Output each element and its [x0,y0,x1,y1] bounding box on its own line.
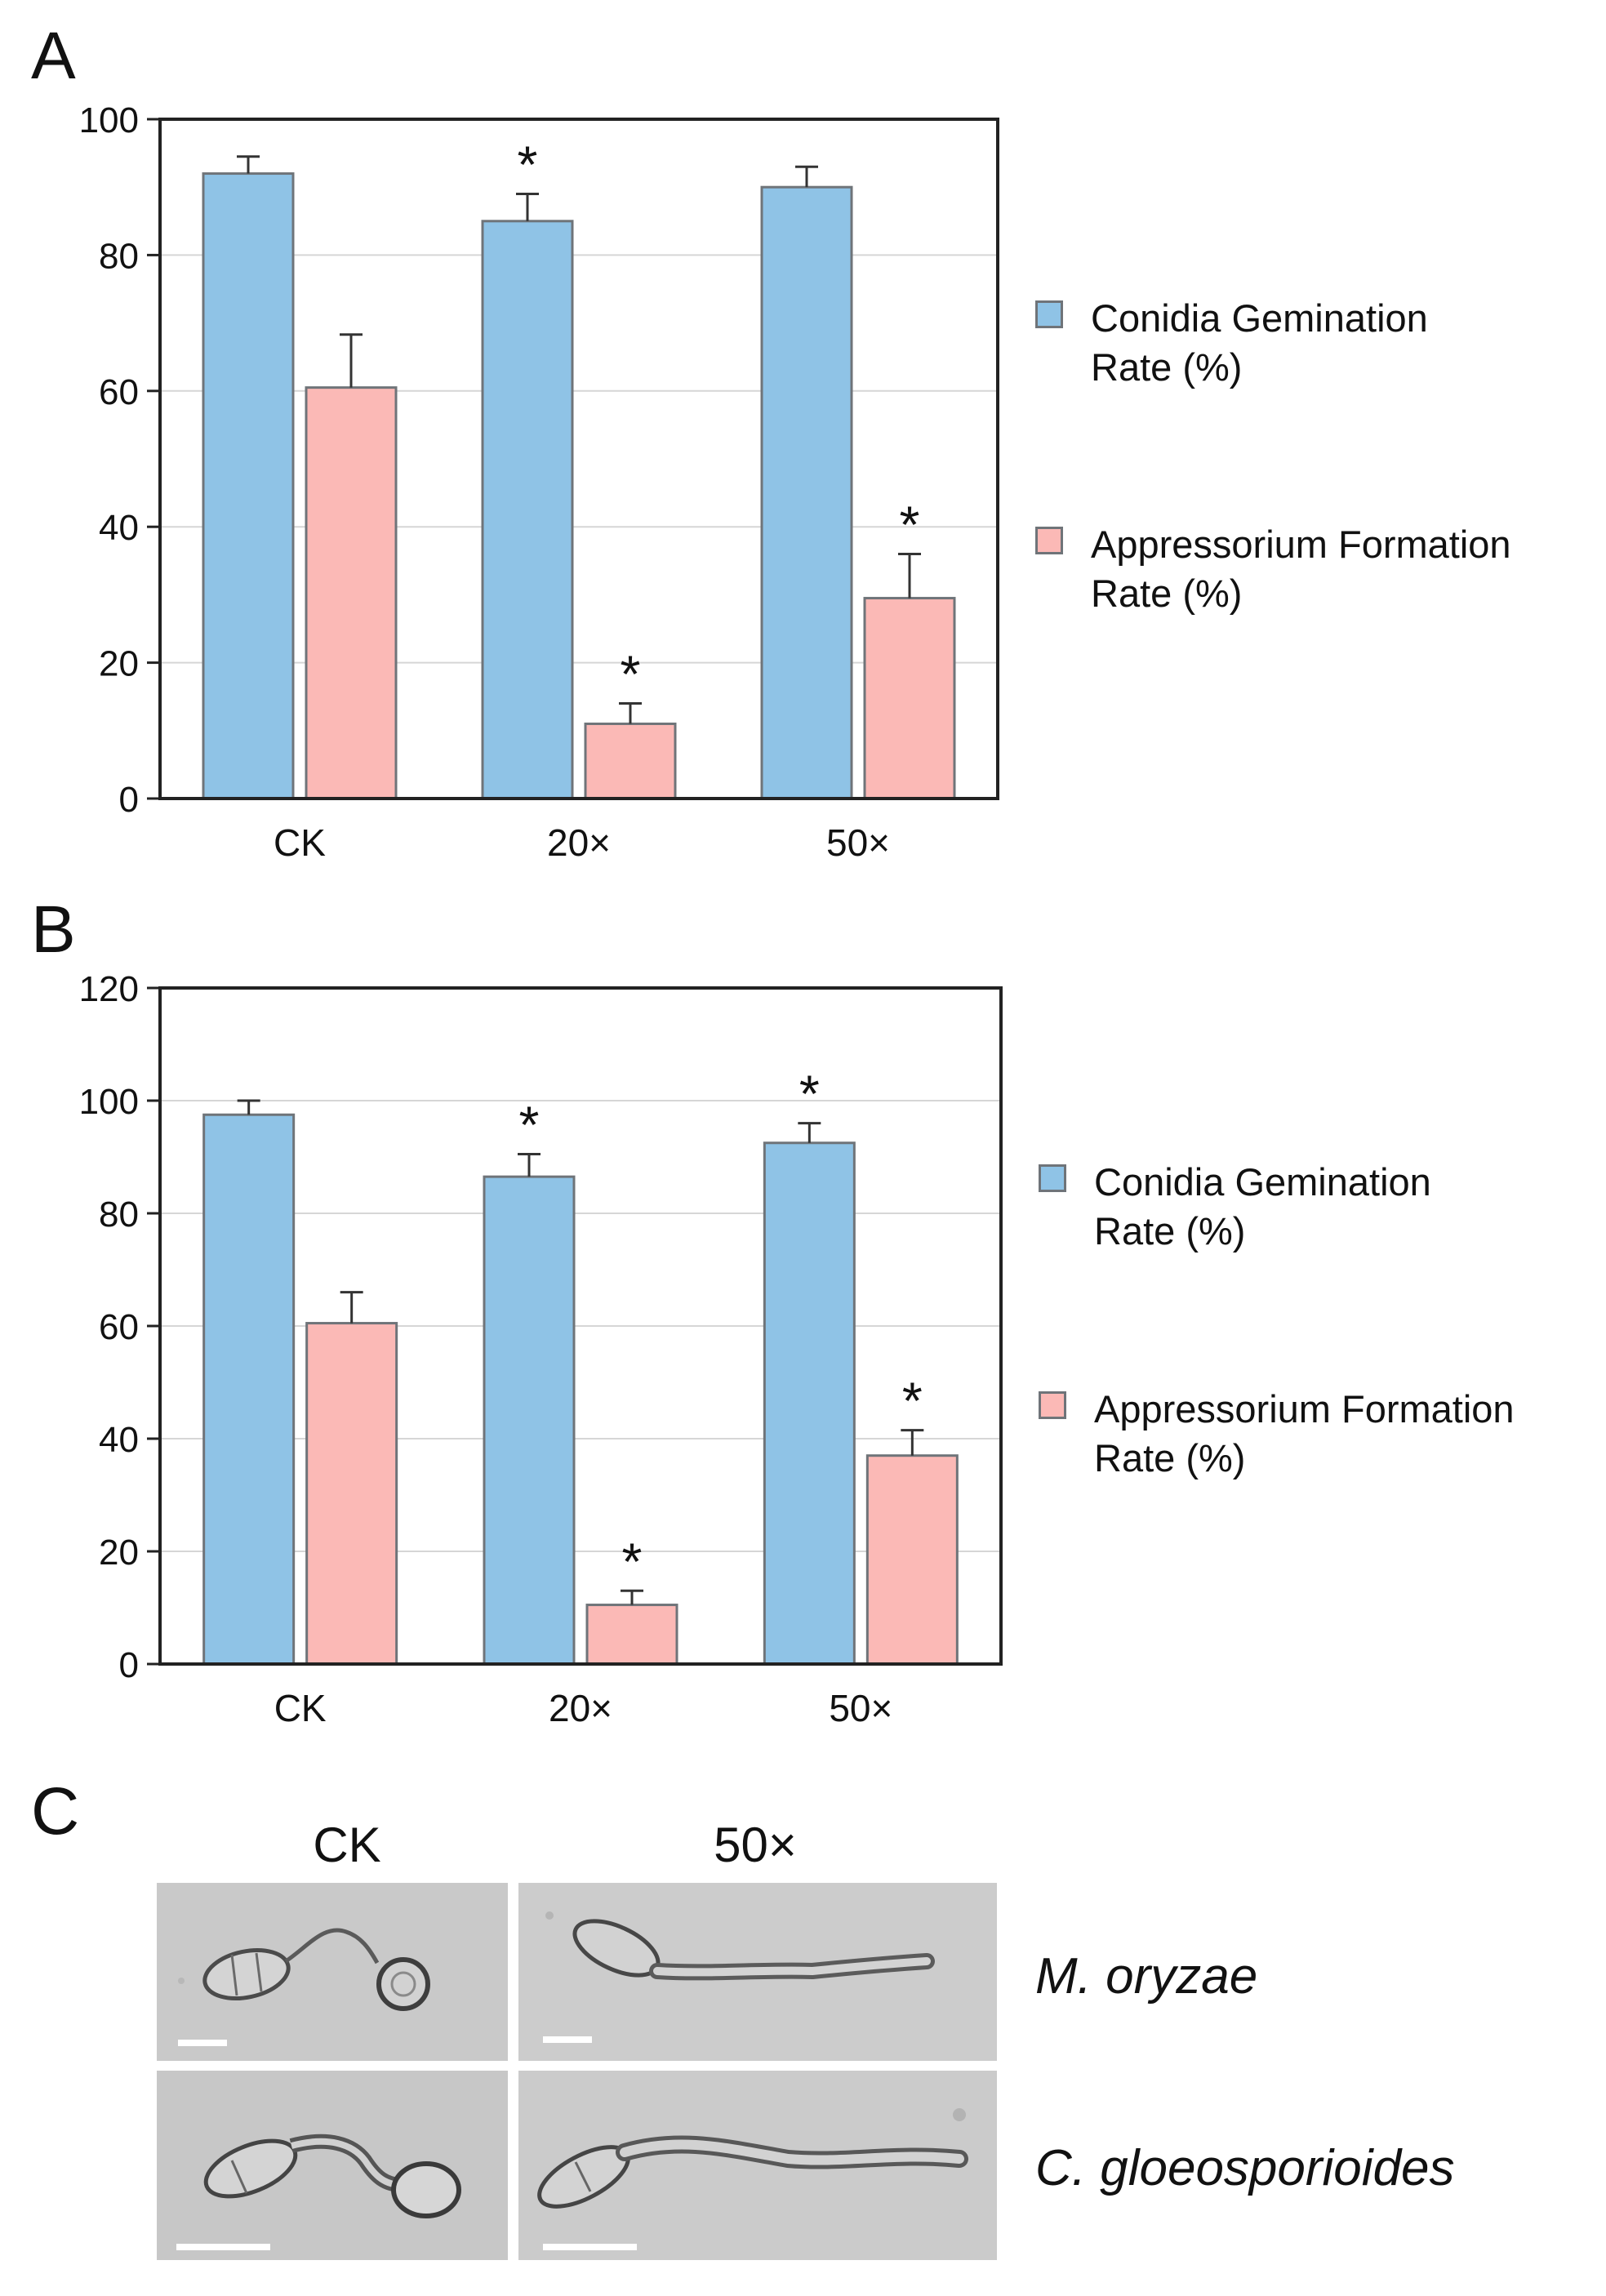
panel-label-c: C [31,1774,80,1849]
chart-a: 0 20 40 60 80 100 CK * * 20× * 50× [79,100,999,864]
y-tick-label: 20 [99,644,139,684]
bar [483,1175,576,1666]
significance-marker: * [519,1096,540,1155]
micrograph-m-oryzae-ck [157,1883,508,2061]
plot-frame [158,118,999,800]
x-tick-label: CK [274,821,326,864]
significance-marker: * [518,136,538,194]
x-tick-label: 50× [829,1687,892,1729]
legend-label-appressorium-line2: Rate (%) [1091,572,1243,615]
significance-marker: * [900,495,920,554]
significance-marker: * [799,1065,820,1124]
legend-label-appressorium-line2: Rate (%) [1094,1436,1246,1479]
column-header-ck: CK [313,1818,381,1872]
y-tick-label: 60 [99,372,139,412]
bar [305,1322,398,1666]
micrograph-c-gloeosporioides-50x [518,2071,997,2260]
y-tick-label: 80 [99,236,139,276]
y-tick-label: 60 [99,1307,139,1347]
y-tick-label: 40 [99,1420,139,1460]
y-tick-label: 0 [119,780,139,820]
micrograph-m-oryzae-50x [518,1883,997,2061]
panel-label-b: B [31,892,76,967]
x-tick-label: 20× [549,1687,612,1729]
column-header-50x: 50× [714,1818,797,1872]
legend-swatch-conidia [1035,300,1063,328]
bar [202,1113,296,1666]
y-tick-label: 100 [79,100,139,140]
legend-swatch-conidia [1039,1164,1066,1192]
scale-bar [176,2244,270,2250]
bar [585,1604,678,1666]
bar [202,172,295,800]
x-tick-label: CK [274,1687,327,1729]
y-tick-label: 80 [99,1195,139,1235]
legend-label-conidia-line2: Rate (%) [1091,345,1243,389]
micrograph-image [157,2071,508,2260]
chart-b: 0 20 40 60 80 100 120 CK * * 20× * * 50× [79,969,1003,1729]
scale-bar [543,2244,637,2250]
bar [763,1141,856,1666]
scale-bar [178,2040,227,2046]
panel-label-a: A [31,19,76,93]
micrograph-c-gloeosporioides-ck [157,2071,508,2260]
plot-frame [158,986,1003,1666]
y-tick-label: 120 [79,969,139,1009]
scale-bar [543,2036,592,2043]
legend-label-appressorium-line1: Appressorium Formation [1094,1387,1515,1431]
x-tick-label: 20× [547,821,611,864]
significance-marker: * [622,1532,643,1591]
bar [481,220,574,800]
legend-label-conidia-line1: Conidia Gemination [1094,1160,1431,1204]
species-label-c-gloeosporioides: C. gloeosporioides [1035,2140,1455,2196]
micrograph-image [157,1883,508,2061]
bar [865,1454,959,1666]
legend-label-conidia-line2: Rate (%) [1094,1209,1246,1253]
significance-marker: * [621,645,641,704]
significance-marker: * [902,1372,923,1431]
legend-swatch-appressorium [1035,527,1063,554]
legend-swatch-appressorium [1039,1391,1066,1419]
y-tick-label: 100 [79,1082,139,1122]
micrograph-image [518,1883,997,2061]
species-label-m-oryzae: M. oryzae [1035,1948,1258,2005]
x-tick-label: 50× [826,821,890,864]
y-tick-label: 20 [99,1533,139,1573]
y-tick-label: 40 [99,508,139,548]
micrograph-image [518,2071,997,2260]
y-tick-label: 0 [119,1645,139,1685]
bar [584,722,677,800]
legend-label-appressorium-line1: Appressorium Formation [1091,523,1511,566]
bar [863,597,956,800]
bar [760,185,853,800]
legend-label-conidia-line1: Conidia Gemination [1091,296,1428,340]
bar [305,386,398,800]
